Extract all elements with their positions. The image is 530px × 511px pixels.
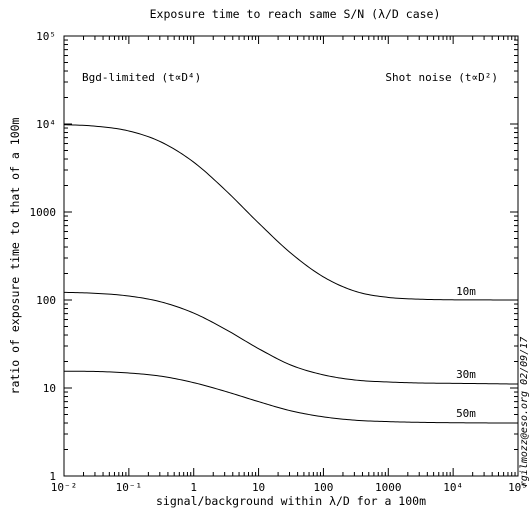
x-tick-label: 10⁴ [443,481,463,494]
x-tick-label: 1 [190,481,197,494]
y-tick-label: 10 [43,382,56,395]
x-tick-label: 10⁻¹ [116,481,143,494]
y-tick-labels: 1 10 100 1000 10⁴ 10⁵ [30,30,57,483]
series-label-30m: 30m [456,368,476,381]
series-labels: 10m 30m 50m [456,285,476,420]
y-tick-label: 1 [49,470,56,483]
x-axis-label: signal/background within λ/D for a 100m [156,494,426,508]
chart-title: Exposure time to reach same S/N (λ/D cas… [150,7,441,21]
y-tick-label: 10⁴ [36,118,56,131]
series-lines [63,124,519,424]
series-line-30m [63,291,519,385]
y-tick-label: 10⁵ [36,30,56,43]
y-tick-label: 1000 [30,206,57,219]
annotation-bgd-limited: Bgd-limited (t∝D⁴) [82,71,201,84]
series-line-50m [63,370,518,424]
x-tick-label: 10 [252,481,265,494]
x-tick-label: 100 [313,481,333,494]
series-label-50m: 50m [456,407,476,420]
x-tick-label: 10⁻² [51,481,78,494]
x-tick-label: 10⁵ [508,481,528,494]
annotation-shot-noise: Shot noise (t∝D²) [385,71,498,84]
y-tick-label: 100 [36,294,56,307]
author-date-note: rgilmozz@eso.org 02/09/17 [519,337,530,488]
series-label-10m: 10m [456,285,476,298]
x-tick-labels: 10⁻² 10⁻¹ 1 10 100 1000 10⁴ 10⁵ [51,481,528,494]
axis-ticks [63,35,519,477]
plot-frame [63,35,519,477]
series-line-10m [63,124,518,301]
x-tick-label: 1000 [375,481,402,494]
y-axis-label: ratio of exposure time to that of a 100m [8,117,22,394]
